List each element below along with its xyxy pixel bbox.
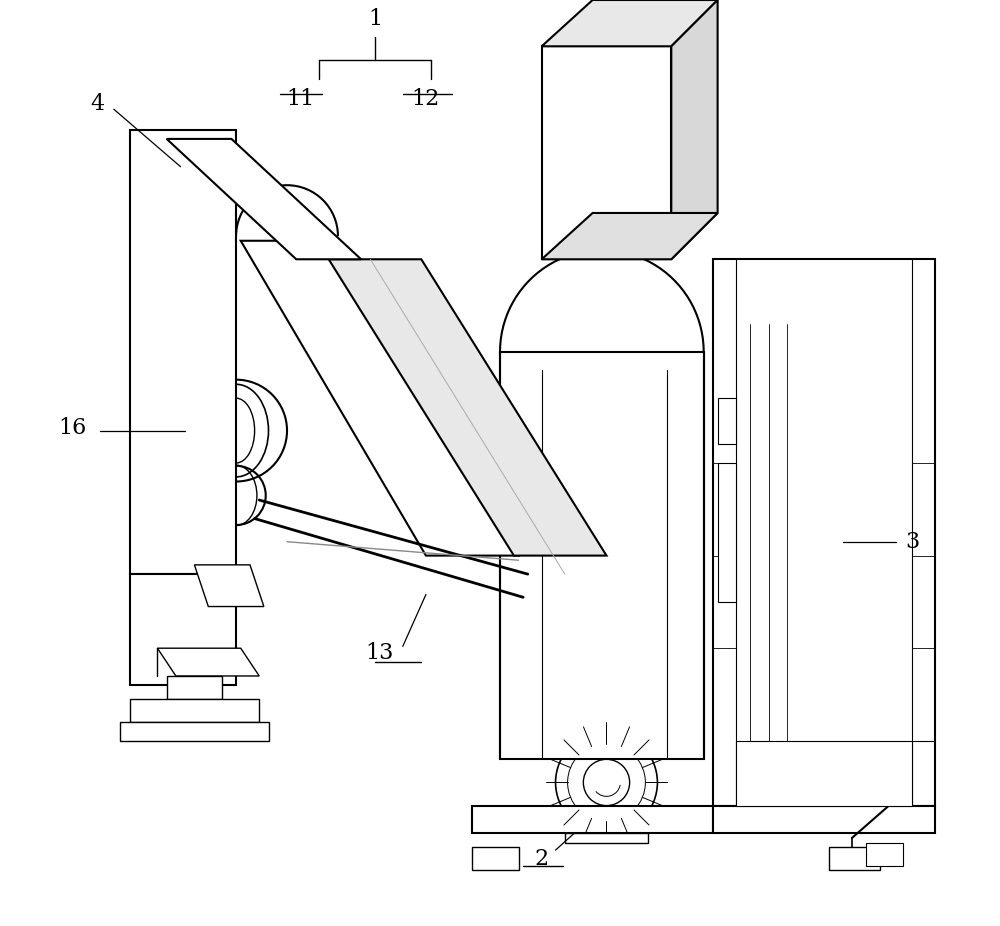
Text: 1: 1 (368, 7, 382, 30)
Polygon shape (565, 833, 648, 843)
Text: 2: 2 (535, 848, 549, 870)
Polygon shape (130, 699, 259, 722)
Polygon shape (500, 352, 704, 759)
Text: 16: 16 (58, 417, 86, 439)
Polygon shape (241, 241, 519, 556)
Polygon shape (713, 259, 935, 806)
Polygon shape (542, 0, 718, 46)
Text: 11: 11 (287, 88, 315, 110)
Polygon shape (194, 565, 264, 607)
Polygon shape (718, 463, 736, 602)
Text: 13: 13 (365, 642, 394, 664)
Polygon shape (157, 648, 259, 676)
Polygon shape (120, 722, 268, 741)
Polygon shape (167, 676, 222, 699)
Polygon shape (542, 46, 671, 259)
Polygon shape (866, 843, 903, 866)
Polygon shape (671, 0, 718, 259)
Polygon shape (472, 847, 519, 870)
Polygon shape (130, 130, 236, 574)
Polygon shape (130, 574, 236, 685)
Text: 12: 12 (412, 88, 440, 110)
Polygon shape (329, 259, 606, 556)
Polygon shape (736, 741, 912, 806)
Polygon shape (167, 139, 361, 259)
Polygon shape (829, 847, 880, 870)
Text: 3: 3 (905, 531, 919, 553)
Polygon shape (713, 806, 935, 833)
Polygon shape (542, 213, 718, 259)
Text: 4: 4 (90, 93, 104, 115)
Polygon shape (718, 398, 736, 444)
Polygon shape (472, 806, 713, 833)
